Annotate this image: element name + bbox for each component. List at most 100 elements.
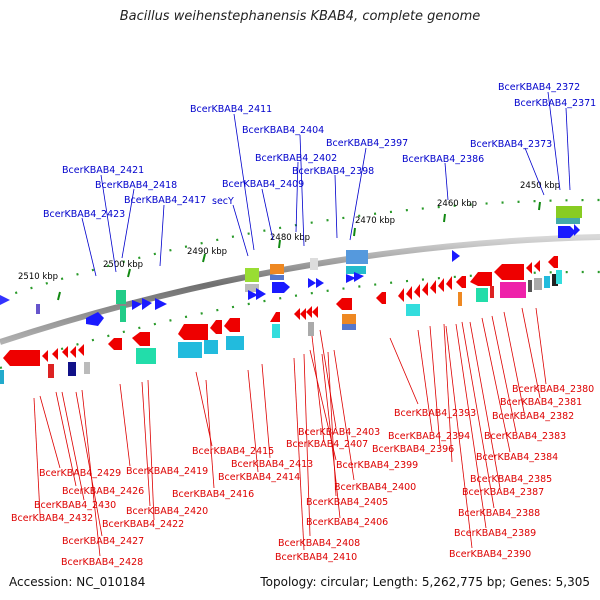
gene-box xyxy=(556,270,562,284)
gene-box xyxy=(528,280,532,292)
gene-arrow xyxy=(316,278,324,288)
gene-box xyxy=(48,364,54,378)
gene-arrow xyxy=(336,298,352,310)
scale-label-2480: 2480 kbp xyxy=(270,233,310,243)
gene-label: BcerKBAB4_2423 xyxy=(43,209,125,220)
gene-box xyxy=(226,336,244,350)
gene-arrow xyxy=(548,256,558,268)
gene-arrow xyxy=(210,320,222,334)
gene-arrow xyxy=(558,226,576,238)
gene-arrow xyxy=(354,272,364,282)
gene-label: BcerKBAB4_2408 xyxy=(278,538,360,549)
gene-label: BcerKBAB4_2406 xyxy=(306,517,388,528)
gene-box xyxy=(544,276,550,288)
gene-label: BcerKBAB4_2426 xyxy=(62,486,144,497)
gene-label: BcerKBAB4_2419 xyxy=(126,466,208,477)
gene-arrow xyxy=(42,350,48,362)
scale-label-2500: 2500 kbp xyxy=(103,260,143,270)
gene-box xyxy=(556,218,580,224)
gene-label: BcerKBAB4_2382 xyxy=(492,411,574,422)
gene-label: BcerKBAB4_2384 xyxy=(476,452,558,463)
gene-box xyxy=(476,288,488,302)
gene-label: BcerKBAB4_2394 xyxy=(388,431,470,442)
gene-arrow xyxy=(142,298,152,310)
gene-label: BcerKBAB4_2420 xyxy=(126,506,208,517)
gene-label: BcerKBAB4_2383 xyxy=(484,431,566,442)
gene-arrow xyxy=(224,318,240,332)
gene-arrow xyxy=(306,306,312,318)
gene-box xyxy=(84,362,90,374)
gene-box xyxy=(346,250,368,264)
gene-label: BcerKBAB4_2405 xyxy=(306,497,388,508)
gene-arrow xyxy=(446,276,452,290)
gene-label: BcerKBAB4_2415 xyxy=(192,446,274,457)
gene-arrow xyxy=(256,288,266,300)
scale-label-2490: 2490 kbp xyxy=(187,247,227,257)
gene-label: BcerKBAB4_2432 xyxy=(11,513,93,524)
gene-label: BcerKBAB4_2398 xyxy=(292,166,374,177)
gene-arrow xyxy=(422,282,428,296)
gene-arrow xyxy=(86,312,104,326)
gene-box xyxy=(68,362,76,376)
gene-box xyxy=(120,306,126,322)
gene-box xyxy=(406,304,420,316)
gene-label: BcerKBAB4_2389 xyxy=(454,528,536,539)
gene-label: BcerKBAB4_2416 xyxy=(172,489,254,500)
gene-label: BcerKBAB4_2422 xyxy=(102,519,184,530)
gene-arrow xyxy=(456,276,466,288)
gene-box xyxy=(136,348,156,364)
gene-arrow xyxy=(376,292,386,304)
gene-arrow xyxy=(470,272,492,286)
gene-label: BcerKBAB4_2427 xyxy=(62,536,144,547)
gene-label: BcerKBAB4_2402 xyxy=(255,153,337,164)
gene-box xyxy=(204,340,218,354)
gene-label: BcerKBAB4_2403 xyxy=(298,427,380,438)
gene-arrow xyxy=(132,332,150,346)
gene-box xyxy=(0,370,4,384)
gene-label: BcerKBAB4_2400 xyxy=(334,482,416,493)
gene-box xyxy=(346,266,366,274)
gene-box xyxy=(500,282,526,298)
gene-arrow xyxy=(70,346,76,358)
gene-box xyxy=(342,324,356,330)
gene-box xyxy=(270,264,284,274)
gene-label: BcerKBAB4_2421 xyxy=(62,165,144,176)
gene-arrow xyxy=(3,350,40,366)
gene-arrow xyxy=(452,250,460,262)
gene-label: BcerKBAB4_2390 xyxy=(449,549,531,560)
scale-label-2460: 2460 kbp xyxy=(437,199,477,209)
gene-label: BcerKBAB4_2373 xyxy=(470,139,552,150)
map-title: Bacillus weihenstephanensis KBAB4, compl… xyxy=(119,9,481,24)
gene-label: BcerKBAB4_2386 xyxy=(402,154,484,165)
gene-label: BcerKBAB4_2371 xyxy=(514,98,596,109)
reverse-leader-lines xyxy=(33,307,547,557)
gene-label: BcerKBAB4_2414 xyxy=(218,472,300,483)
gene-label: BcerKBAB4_2372 xyxy=(498,82,580,93)
gene-arrow xyxy=(494,264,524,280)
gene-arrow xyxy=(178,324,208,340)
gene-box xyxy=(490,286,494,298)
gene-arrow xyxy=(534,260,540,272)
gene-label: BcerKBAB4_2409 xyxy=(222,179,304,190)
gene-arrow xyxy=(78,344,84,356)
gene-arrow xyxy=(248,290,258,300)
gene-box xyxy=(342,314,356,324)
gene-label: BcerKBAB4_2387 xyxy=(462,487,544,498)
gene-box xyxy=(116,290,126,304)
gene-arrow xyxy=(62,346,68,358)
gene-arrow xyxy=(155,298,167,310)
gene-box xyxy=(310,258,318,270)
reverse-genes xyxy=(0,256,562,384)
gene-label: BcerKBAB4_2380 xyxy=(512,384,594,395)
forward-genes xyxy=(0,206,582,326)
gene-label: BcerKBAB4_2396 xyxy=(372,444,454,455)
gene-box xyxy=(556,206,582,218)
accession-text: Accession: NC_010184 xyxy=(9,575,146,589)
gene-label: secY xyxy=(212,196,234,207)
gene-box xyxy=(270,275,284,280)
gene-arrow xyxy=(406,286,412,300)
gene-arrow xyxy=(132,300,142,310)
topology-text: Topology: circular; Length: 5,262,775 bp… xyxy=(260,575,590,589)
gene-arrow xyxy=(346,274,356,283)
gene-arrow xyxy=(108,338,122,350)
